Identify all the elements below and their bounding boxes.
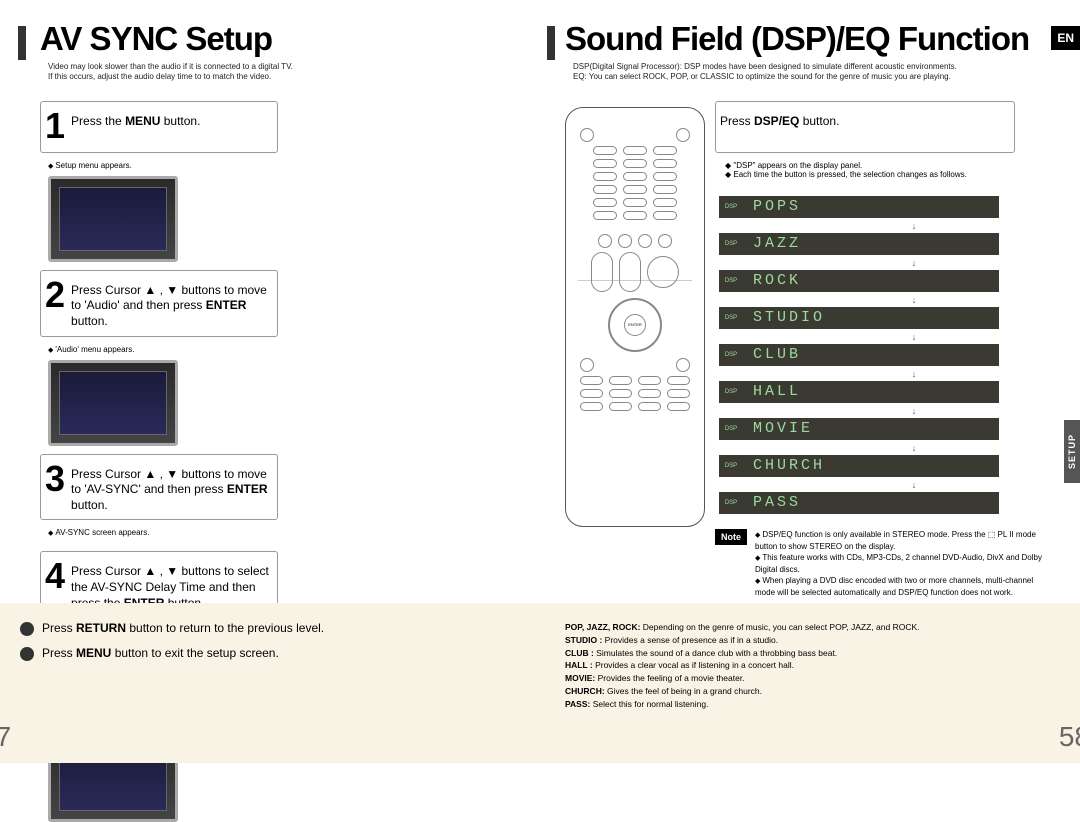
dsp-label: HALL bbox=[743, 381, 999, 403]
dsp-label: CLUB bbox=[743, 344, 999, 366]
page-number-left: 57 bbox=[0, 721, 11, 753]
dsp-mode-movie: DSPMOVIE bbox=[719, 415, 999, 443]
step-note: Setup menu appears. bbox=[48, 161, 278, 170]
setup-tab: SETUP bbox=[1064, 420, 1080, 483]
tip-item: Press MENU button to exit the setup scre… bbox=[20, 646, 535, 661]
step-dsp: Press DSP/EQ button. bbox=[715, 101, 1015, 153]
mode-descriptions: POP, JAZZ, ROCK: Depending on the genre … bbox=[565, 621, 1080, 710]
screen-thumbnail bbox=[48, 176, 178, 262]
dsp-tag: DSP bbox=[719, 418, 743, 440]
step-number: 1 bbox=[45, 108, 65, 144]
dsp-mode-jazz: DSPJAZZ bbox=[719, 230, 999, 258]
bottom-strip-left: Press RETURN button to return to the pre… bbox=[0, 603, 565, 763]
page-number-right: 58 bbox=[1059, 721, 1080, 753]
mode-desc: POP, JAZZ, ROCK: Depending on the genre … bbox=[565, 621, 1080, 634]
step-text: Press the MENU button. bbox=[71, 108, 200, 130]
screen-thumbnail bbox=[48, 360, 178, 446]
dsp-tag: DSP bbox=[719, 270, 743, 292]
note-list: DSP/EQ function is only available in STE… bbox=[755, 529, 1050, 598]
note-item: This feature works with CDs, MP3-CDs, 2 … bbox=[755, 552, 1050, 575]
dsp-tag: DSP bbox=[719, 344, 743, 366]
mode-desc: MOVIE: Provides the feeling of a movie t… bbox=[565, 672, 1080, 685]
dsp-tag: DSP bbox=[719, 455, 743, 477]
accent-bar bbox=[18, 26, 26, 60]
step-number: 2 bbox=[45, 277, 65, 313]
dsp-tag: DSP bbox=[719, 233, 743, 255]
step-2: 2 Press Cursor ▲ , ▼ buttons to move to … bbox=[40, 270, 278, 446]
dsp-mode-pops: DSPPOPS bbox=[719, 193, 999, 221]
note-box: Note DSP/EQ function is only available i… bbox=[715, 529, 1050, 598]
tip-item: Press RETURN button to return to the pre… bbox=[20, 621, 535, 636]
page-left: AV SYNC Setup Video may look slower than… bbox=[0, 0, 545, 763]
step-note: 'Audio' menu appears. bbox=[48, 345, 278, 354]
tip-text: Press MENU button to exit the setup scre… bbox=[42, 646, 279, 660]
subtitle-right: DSP(Digital Signal Processor): DSP modes… bbox=[573, 62, 1050, 83]
step-number: 3 bbox=[45, 461, 65, 497]
accent-bar bbox=[547, 26, 555, 60]
dsp-label: PASS bbox=[743, 492, 999, 514]
dsp-label: POPS bbox=[743, 196, 999, 218]
dsp-label: STUDIO bbox=[743, 307, 999, 329]
mode-desc: CHURCH: Gives the feel of being in a gra… bbox=[565, 685, 1080, 698]
step-note: AV-SYNC screen appears. bbox=[48, 528, 278, 537]
mode-desc: HALL : Provides a clear vocal as if list… bbox=[565, 659, 1080, 672]
dsp-tag: DSP bbox=[719, 196, 743, 218]
title-left: AV SYNC Setup bbox=[40, 20, 525, 58]
dsp-tag: DSP bbox=[719, 381, 743, 403]
dsp-label: CHURCH bbox=[743, 455, 999, 477]
dsp-tag: DSP bbox=[719, 307, 743, 329]
step-text: Press DSP/EQ button. bbox=[720, 108, 839, 130]
dsp-label: ROCK bbox=[743, 270, 999, 292]
dsp-mode-rock: DSPROCK bbox=[719, 267, 999, 295]
step-text: Press Cursor ▲ , ▼ buttons to move to 'A… bbox=[71, 461, 269, 514]
manual-spread: AV SYNC Setup Video may look slower than… bbox=[0, 0, 1080, 763]
note-item: DSP/EQ function is only available in STE… bbox=[755, 529, 1050, 552]
language-badge: EN bbox=[1051, 26, 1080, 50]
dsp-tag: DSP bbox=[719, 492, 743, 514]
step-1: 1 Press the MENU button. Setup menu appe… bbox=[40, 101, 278, 262]
mode-desc: CLUB : Simulates the sound of a dance cl… bbox=[565, 647, 1080, 660]
step-number: 4 bbox=[45, 558, 65, 594]
bullet: ◆ "DSP" appears on the display panel. bbox=[725, 161, 1050, 170]
tips-list: Press RETURN button to return to the pre… bbox=[20, 621, 535, 661]
dsp-mode-hall: DSPHALL bbox=[719, 378, 999, 406]
mode-desc: PASS: Select this for normal listening. bbox=[565, 698, 1080, 711]
step-3: 3 Press Cursor ▲ , ▼ buttons to move to … bbox=[40, 454, 278, 544]
dsp-mode-studio: DSPSTUDIO bbox=[719, 304, 999, 332]
tip-text: Press RETURN button to return to the pre… bbox=[42, 621, 324, 635]
bullet: ◆ Each time the button is pressed, the s… bbox=[725, 170, 1050, 179]
step-bullets: ◆ "DSP" appears on the display panel.◆ E… bbox=[725, 161, 1050, 179]
dsp-mode-church: DSPCHURCH bbox=[719, 452, 999, 480]
note-item: When playing a DVD disc encoded with two… bbox=[755, 575, 1050, 598]
note-label: Note bbox=[715, 529, 747, 545]
bullet-icon bbox=[20, 647, 34, 661]
step-text: Press Cursor ▲ , ▼ buttons to move to 'A… bbox=[71, 277, 269, 330]
dsp-mode-pass: DSPPASS bbox=[719, 489, 999, 517]
remote-illustration bbox=[565, 107, 705, 527]
dsp-mode-list: DSPPOPS↓DSPJAZZ↓DSPROCK↓DSPSTUDIO↓DSPCLU… bbox=[719, 193, 999, 517]
dsp-label: JAZZ bbox=[743, 233, 999, 255]
page-right: Sound Field (DSP)/EQ Function EN DSP(Dig… bbox=[545, 0, 1080, 763]
dsp-mode-club: DSPCLUB bbox=[719, 341, 999, 369]
enter-button-icon bbox=[608, 298, 662, 352]
mode-desc: STUDIO : Provides a sense of presence as… bbox=[565, 634, 1080, 647]
bullet-icon bbox=[20, 622, 34, 636]
dsp-label: MOVIE bbox=[743, 418, 999, 440]
bottom-strip-right: POP, JAZZ, ROCK: Depending on the genre … bbox=[525, 603, 1080, 763]
subtitle-left: Video may look slower than the audio if … bbox=[48, 62, 525, 83]
title-right: Sound Field (DSP)/EQ Function bbox=[565, 20, 1050, 58]
